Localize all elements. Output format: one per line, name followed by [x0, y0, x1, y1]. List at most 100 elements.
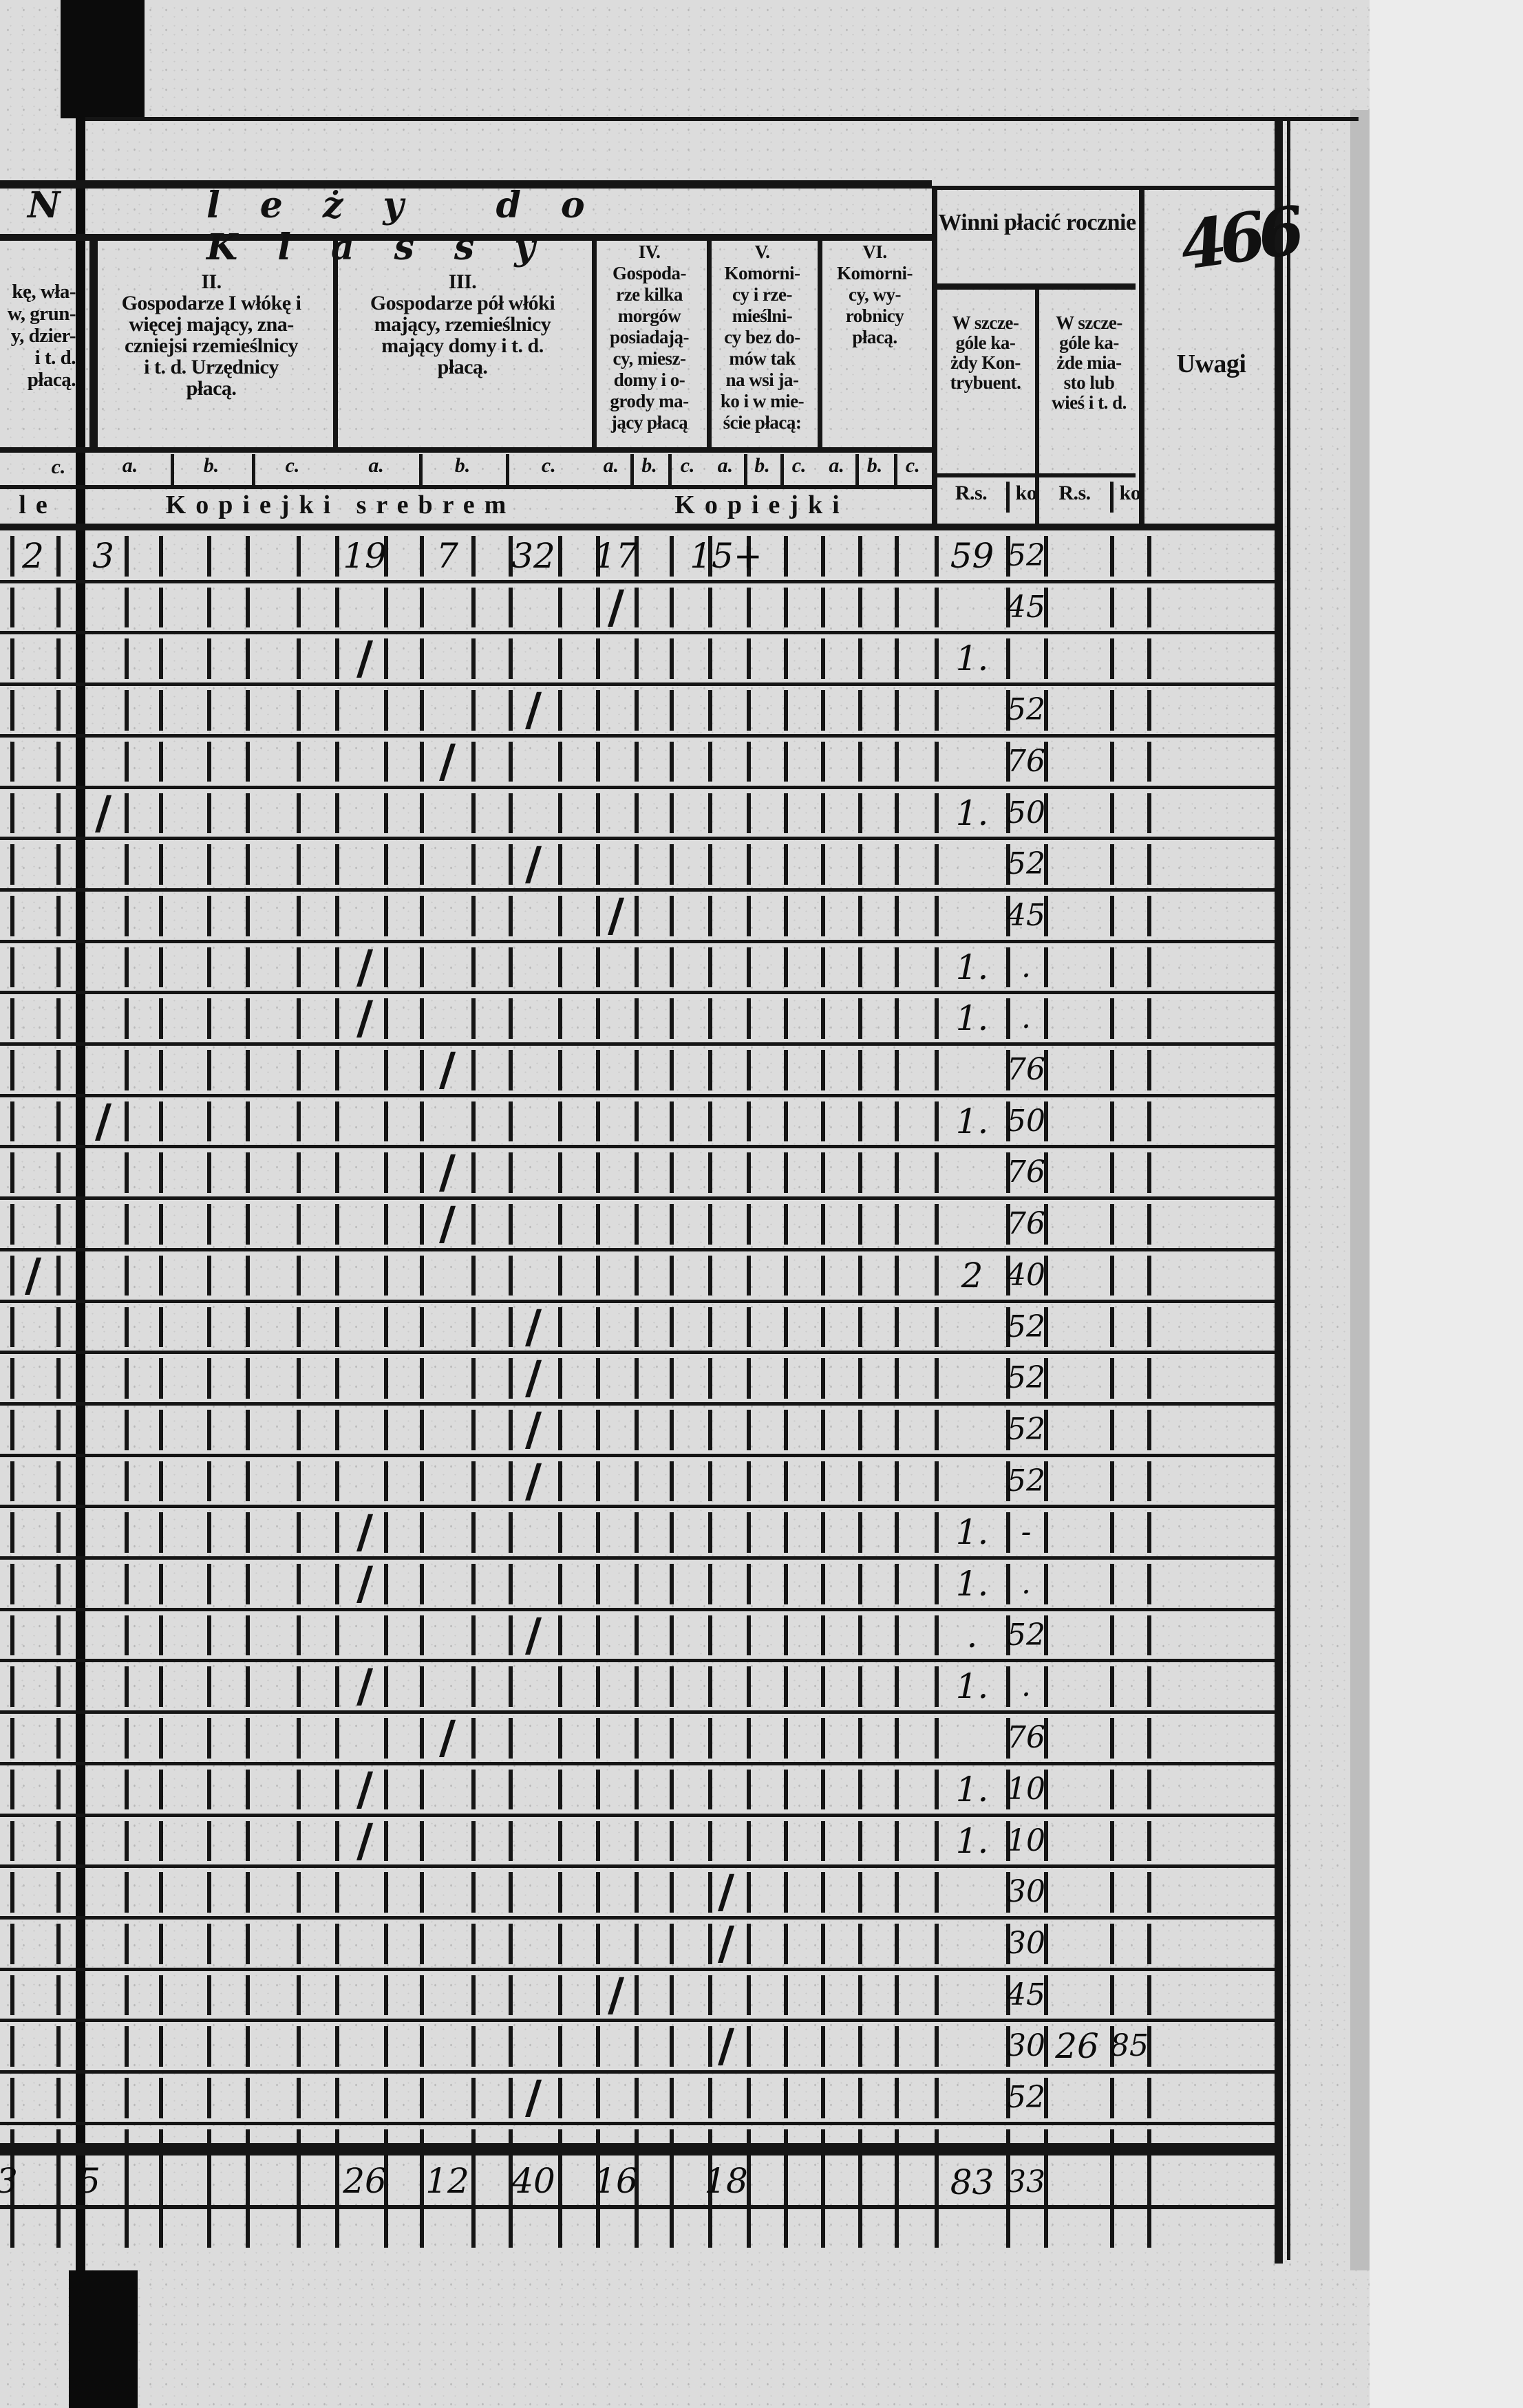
grid-line	[56, 1204, 61, 1245]
grid-line	[335, 793, 339, 834]
grid-line	[1147, 1666, 1151, 1708]
grid-line	[471, 1615, 476, 1656]
grid-line	[335, 1769, 339, 1810]
row-line	[0, 1248, 1279, 1251]
amount-kopecks: 52	[1007, 692, 1045, 728]
subcol-label-V: a.	[717, 454, 734, 477]
grid-line	[895, 1512, 899, 1553]
binding-shadow-top	[61, 0, 145, 118]
grid-stub	[297, 2213, 301, 2248]
grid-line	[159, 1358, 163, 1399]
grid-line	[207, 1255, 211, 1296]
amount-kopecks: .	[1021, 1668, 1031, 1704]
amount-kopecks: 52	[1007, 846, 1045, 882]
grid-line	[125, 690, 129, 731]
class-I-fragment-line: i t. d.	[34, 347, 76, 369]
grid-line	[335, 1666, 339, 1708]
grid-line	[558, 1461, 562, 1502]
row-line	[0, 888, 1279, 892]
grid-line	[56, 536, 61, 577]
amount-kopecks: 45	[1007, 1977, 1045, 2012]
winni-title: Winni płacić rocznie	[938, 210, 1136, 235]
grid-line	[895, 1152, 899, 1194]
grid-line	[297, 1666, 301, 1708]
grid-line	[1110, 1666, 1114, 1708]
grid-line	[207, 1461, 211, 1502]
grid-line	[895, 1820, 899, 1862]
grid-line	[558, 844, 562, 885]
grid-line	[1110, 1101, 1114, 1142]
grid-line	[509, 1820, 513, 1862]
grid-line	[784, 638, 788, 680]
grid-line	[858, 2078, 862, 2118]
grid-line	[596, 536, 600, 577]
grid-line	[509, 1152, 513, 1194]
grid-line	[125, 1769, 129, 1810]
grid-line	[596, 1358, 600, 1399]
grid-line	[56, 1718, 61, 1759]
amount-kopecks-2: 85	[1110, 2028, 1149, 2064]
grid-line	[56, 895, 61, 936]
class-V-header-line: Komorni-	[724, 263, 801, 283]
grid-line	[670, 844, 674, 885]
grid-line	[509, 1101, 513, 1142]
grid-line	[246, 1615, 250, 1656]
grid-line	[335, 1718, 339, 1759]
grid-line	[56, 1101, 61, 1142]
grid-line	[471, 638, 476, 680]
grid-line	[56, 1820, 61, 1862]
grid-line	[159, 998, 163, 1039]
grid-line	[207, 1718, 211, 1759]
grid-line	[384, 1615, 388, 1656]
winni-split-line	[936, 283, 1136, 290]
grid-line	[858, 1666, 862, 1708]
grid-line	[558, 1512, 562, 1553]
grid-line	[1006, 1255, 1010, 1296]
grid-line	[509, 998, 513, 1039]
grid-line	[1006, 741, 1010, 782]
grid-line	[1110, 1461, 1114, 1502]
class-VI-header-line: płacą.	[852, 327, 897, 347]
grid-line	[1147, 1050, 1151, 1090]
grid-line	[246, 690, 250, 731]
grid-line	[335, 1975, 339, 2016]
grid-line	[159, 947, 163, 988]
grid-line	[10, 998, 14, 1039]
amount-kopecks: .	[1021, 1000, 1031, 1036]
grid-line	[246, 1718, 250, 1759]
tally-mark: /	[717, 1865, 735, 1919]
tally-mark: 18	[704, 2160, 748, 2201]
grid-line	[159, 1512, 163, 1553]
grid-line	[1006, 1050, 1010, 1090]
class-III-header-line: płacą.	[437, 356, 488, 378]
tally-mark: /	[524, 1454, 542, 1507]
grid-line	[858, 1923, 862, 1964]
grid-line	[708, 741, 712, 782]
row-line	[0, 1762, 1279, 1765]
grid-line	[246, 1050, 250, 1090]
grid-line	[708, 1409, 712, 1450]
grid-line	[670, 1923, 674, 1964]
grid-line	[471, 2078, 476, 2118]
row-line	[0, 682, 1279, 686]
amount-rubles: 1.	[955, 1512, 989, 1553]
grid-line	[596, 2026, 600, 2067]
grid-line	[207, 536, 211, 577]
grid-line	[1006, 1358, 1010, 1399]
grid-line	[246, 998, 250, 1039]
grid-line	[747, 638, 751, 680]
grid-line	[10, 1050, 14, 1090]
winni-top-line	[932, 186, 1279, 190]
grid-line	[159, 1101, 163, 1142]
grid-line	[509, 587, 513, 628]
grid-line	[56, 1255, 61, 1296]
class-I-fragment-line: kę, wła-	[12, 281, 76, 303]
grid-line	[858, 998, 862, 1039]
grid-line	[335, 998, 339, 1039]
tally-mark: /	[356, 1659, 374, 1713]
grid-line	[747, 947, 751, 988]
amount-kopecks: .	[1021, 949, 1031, 985]
subcol-label-III: c.	[541, 454, 556, 477]
grid-line	[596, 690, 600, 731]
grid-line	[784, 793, 788, 834]
